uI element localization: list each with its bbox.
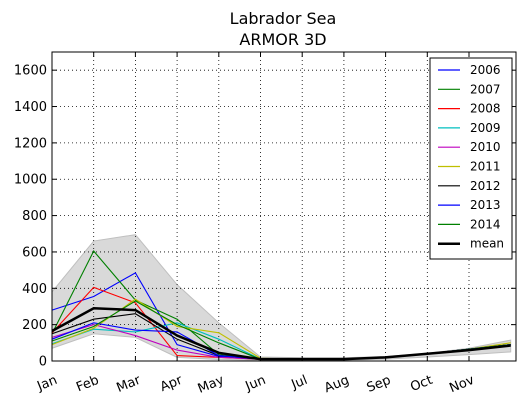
grid-layer	[52, 52, 516, 361]
legend: 2006 2007 2008 2009 2010 2011 2012 2013 2014 mean	[429, 57, 513, 260]
legend-label-2010: 2010	[470, 140, 501, 154]
y-tick-label: 0	[39, 355, 47, 370]
x-tick-label: Jun	[243, 373, 268, 395]
x-tick-label: Feb	[74, 373, 101, 396]
legend-label-2014: 2014	[470, 217, 501, 231]
legend-label-2009: 2009	[470, 121, 501, 135]
tick-layer: 0 200 400 600 800 1000 1200 1400 1600 Jan Feb Mar Ap…	[14, 52, 516, 397]
legend-label-2008: 2008	[470, 102, 501, 116]
x-tick-label: Oct	[408, 373, 434, 395]
x-tick-label: Mar	[115, 373, 144, 396]
x-tick-label: Apr	[158, 373, 185, 396]
legend-label-2013: 2013	[470, 198, 501, 212]
y-tick-label: 1000	[14, 173, 47, 188]
y-tick-label: 1600	[14, 64, 47, 79]
x-tick-label: Nov	[447, 373, 476, 397]
y-tick-label: 1400	[14, 100, 47, 115]
series-layer	[51, 250, 511, 361]
y-tick-label: 600	[22, 245, 47, 260]
series-line-mean	[51, 307, 511, 361]
legend-label-2011: 2011	[470, 160, 501, 174]
legend-label-2012: 2012	[470, 179, 501, 193]
legend-label-mean: mean	[470, 237, 504, 251]
chart-title: Labrador Sea	[230, 9, 337, 28]
x-tick-label: Jan	[34, 373, 59, 395]
y-tick-label: 400	[22, 282, 47, 297]
plot-frame	[51, 51, 517, 362]
legend-label-2007: 2007	[470, 82, 501, 96]
x-tick-label: May	[196, 373, 227, 397]
y-tick-label: 800	[22, 209, 47, 224]
legend-label-2006: 2006	[470, 63, 501, 77]
y-tick-label: 200	[22, 318, 47, 333]
x-tick-label: Aug	[322, 373, 351, 396]
chart-subtitle: ARMOR 3D	[239, 30, 326, 49]
x-tick-label: Jul	[289, 373, 310, 393]
legend-box	[429, 57, 513, 260]
y-tick-label: 1200	[14, 136, 47, 151]
x-tick-label: Sep	[365, 373, 393, 396]
